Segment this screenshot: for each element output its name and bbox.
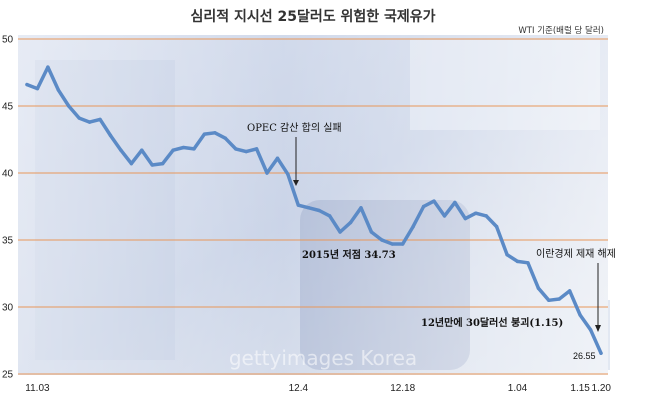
data-point — [87, 120, 92, 124]
x-axis-ticks: 11.03 12.4 12.18 1.04 1.15 1.20 — [25, 383, 611, 394]
data-point — [390, 242, 394, 246]
y-tick-label: 45 — [2, 102, 14, 113]
data-point — [494, 224, 499, 229]
chart-subtitle: WTI 기준(배럴 당 달러) — [518, 25, 604, 36]
data-point — [181, 145, 186, 150]
data-point — [223, 136, 227, 140]
annotation-iran-arrowhead — [595, 325, 601, 332]
data-point — [35, 86, 40, 91]
data-point — [108, 133, 113, 138]
data-point — [140, 148, 144, 152]
data-point — [244, 149, 248, 154]
data-point — [474, 211, 478, 215]
data-point — [578, 313, 582, 317]
x-tick-label: 12.18 — [390, 383, 415, 394]
data-point — [327, 214, 332, 218]
data-point — [432, 199, 436, 203]
data-point — [25, 82, 29, 87]
x-tick-label: 12.4 — [289, 383, 309, 394]
annotation-2015-low: 2015년 저점 34.73 — [302, 248, 396, 261]
data-point — [77, 116, 81, 120]
data-point — [150, 163, 154, 167]
annotation-last-value: 26.55 — [573, 351, 596, 361]
data-point — [234, 147, 238, 151]
data-point — [547, 298, 551, 302]
annotation-iran: 이란경제 제재 해제 — [536, 247, 616, 260]
y-tick-label: 40 — [2, 169, 14, 180]
data-point — [557, 297, 561, 301]
data-point — [515, 259, 520, 264]
data-point — [275, 156, 280, 160]
data-point — [307, 206, 311, 210]
data-point — [338, 230, 342, 234]
data-point — [463, 216, 468, 221]
data-point — [588, 328, 593, 332]
series-layer — [25, 65, 603, 355]
data-point — [442, 214, 447, 218]
data-point — [160, 161, 165, 166]
y-tick-label: 35 — [2, 236, 14, 247]
y-tick-label: 30 — [2, 303, 14, 314]
gridlines — [18, 38, 608, 375]
data-point — [119, 148, 123, 152]
chart-title: 심리적 지시선 25달러도 위험한 국제유가 — [190, 8, 435, 25]
data-point — [484, 214, 488, 218]
wti-price-line — [25, 65, 603, 355]
data-point — [98, 117, 102, 122]
data-point — [453, 200, 457, 205]
data-point — [536, 286, 541, 290]
watermark: gettyimages Korea 게티이미지코리아 — [229, 346, 417, 389]
annotation-opec-arrowhead — [293, 180, 299, 186]
y-axis-ticks: 25 30 35 40 45 50 — [2, 35, 14, 381]
data-point — [317, 208, 321, 213]
data-point — [171, 148, 175, 152]
data-point — [129, 161, 134, 166]
data-point — [380, 238, 384, 242]
data-point — [213, 131, 217, 135]
data-point — [369, 230, 374, 234]
data-point — [401, 242, 405, 246]
x-tick-label: 11.03 — [25, 383, 50, 394]
data-point — [567, 289, 572, 293]
watermark-text: gettyimages Korea — [229, 346, 417, 370]
data-point — [202, 132, 207, 136]
x-tick-label: 1.20 — [592, 383, 612, 394]
data-point — [359, 206, 363, 210]
data-point — [67, 104, 71, 108]
data-point — [46, 65, 50, 69]
data-point — [286, 172, 290, 177]
annotation-30-break: 12년만에 30달러선 붕괴(1.15) — [421, 316, 563, 329]
x-tick-label: 1.04 — [508, 383, 528, 394]
data-point — [599, 351, 603, 355]
data-point — [254, 147, 259, 151]
annotation-opec: OPEC 감산 합의 실패 — [247, 122, 342, 134]
watermark-subtext: 게티이미지코리아 — [333, 377, 407, 389]
data-point — [421, 204, 426, 209]
data-point — [296, 203, 301, 207]
y-tick-label: 50 — [2, 35, 14, 46]
data-point — [192, 147, 196, 151]
x-tick-label: 1.15 — [570, 383, 590, 394]
data-point — [505, 253, 509, 257]
data-point — [411, 224, 415, 229]
data-point — [56, 88, 61, 92]
y-tick-label: 25 — [2, 370, 14, 381]
data-point — [526, 261, 530, 265]
background-photo — [18, 35, 610, 375]
annotations: OPEC 감산 합의 실패 2015년 저점 34.73 이란경제 제재 해제 … — [247, 122, 616, 361]
data-point — [265, 171, 269, 175]
data-point — [348, 220, 353, 225]
